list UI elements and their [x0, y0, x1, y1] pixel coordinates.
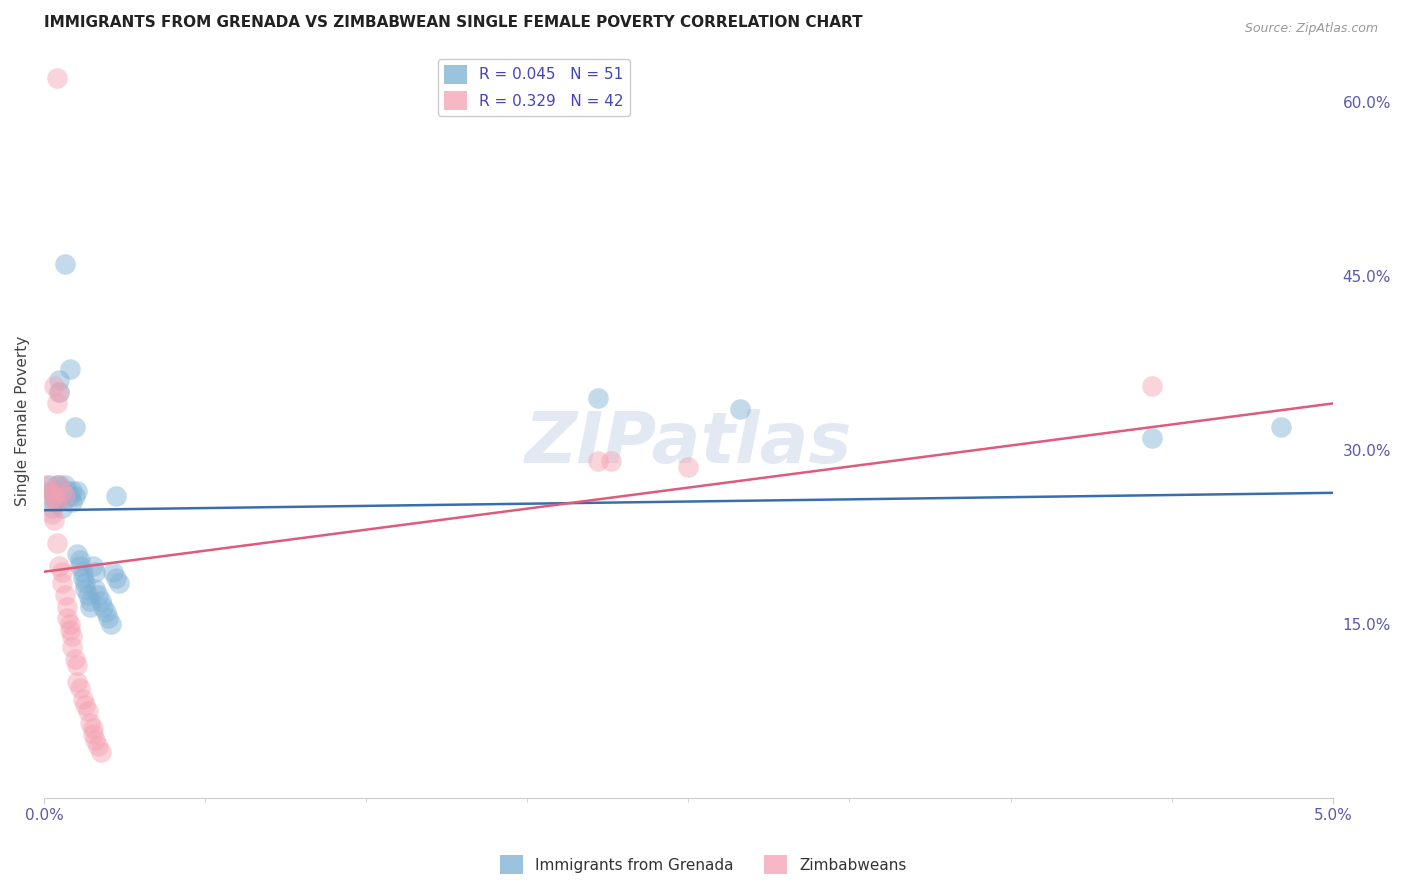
- Point: [600, 454, 623, 468]
- Point: [66, 483, 89, 498]
- Y-axis label: Single Female Poverty: Single Female Poverty: [15, 335, 30, 506]
- Point: [1270, 419, 1292, 434]
- Point: [53, 588, 76, 602]
- Point: [56, 599, 79, 614]
- Point: [76, 588, 98, 602]
- Point: [79, 593, 101, 607]
- Point: [38, 483, 60, 498]
- Point: [60, 640, 83, 655]
- Point: [105, 570, 128, 584]
- Point: [90, 745, 112, 759]
- Point: [63, 419, 86, 434]
- Point: [45, 495, 67, 509]
- Point: [51, 483, 73, 498]
- Point: [44, 379, 66, 393]
- Point: [45, 535, 67, 549]
- Point: [87, 588, 110, 602]
- Point: [84, 582, 107, 596]
- Point: [66, 675, 89, 690]
- Point: [84, 733, 107, 747]
- Point: [56, 489, 79, 503]
- Point: [51, 576, 73, 591]
- Point: [48, 558, 70, 573]
- Point: [56, 483, 79, 498]
- Point: [45, 71, 67, 86]
- Point: [728, 402, 751, 417]
- Point: [45, 477, 67, 491]
- Legend: Immigrants from Grenada, Zimbabweans: Immigrants from Grenada, Zimbabweans: [494, 849, 912, 880]
- Point: [91, 599, 114, 614]
- Point: [90, 593, 112, 607]
- Point: [72, 570, 94, 584]
- Point: [41, 500, 63, 515]
- Point: [678, 460, 700, 475]
- Point: [586, 454, 609, 468]
- Point: [41, 489, 63, 503]
- Point: [105, 489, 128, 503]
- Point: [53, 489, 76, 503]
- Point: [94, 606, 117, 620]
- Point: [45, 396, 67, 410]
- Point: [69, 558, 91, 573]
- Point: [59, 361, 82, 376]
- Point: [56, 611, 79, 625]
- Point: [59, 623, 82, 637]
- Point: [63, 489, 86, 503]
- Point: [53, 477, 76, 491]
- Point: [48, 384, 70, 399]
- Point: [44, 489, 66, 503]
- Point: [48, 373, 70, 387]
- Point: [38, 477, 60, 491]
- Point: [100, 617, 122, 632]
- Point: [59, 617, 82, 632]
- Point: [44, 495, 66, 509]
- Point: [60, 495, 83, 509]
- Point: [79, 715, 101, 730]
- Point: [51, 489, 73, 503]
- Point: [97, 611, 120, 625]
- Point: [60, 483, 83, 498]
- Text: IMMIGRANTS FROM GRENADA VS ZIMBABWEAN SINGLE FEMALE POVERTY CORRELATION CHART: IMMIGRANTS FROM GRENADA VS ZIMBABWEAN SI…: [44, 15, 862, 30]
- Point: [75, 582, 97, 596]
- Point: [48, 384, 70, 399]
- Point: [75, 698, 97, 713]
- Point: [66, 657, 89, 672]
- Point: [79, 599, 101, 614]
- Point: [66, 547, 89, 561]
- Point: [69, 553, 91, 567]
- Point: [75, 576, 97, 591]
- Point: [586, 391, 609, 405]
- Point: [51, 483, 73, 498]
- Point: [76, 704, 98, 718]
- Point: [82, 722, 104, 736]
- Point: [48, 477, 70, 491]
- Text: ZIPatlas: ZIPatlas: [524, 409, 852, 478]
- Point: [51, 565, 73, 579]
- Point: [103, 565, 125, 579]
- Point: [72, 692, 94, 706]
- Point: [87, 739, 110, 753]
- Point: [45, 495, 67, 509]
- Point: [44, 512, 66, 526]
- Text: Source: ZipAtlas.com: Source: ZipAtlas.com: [1244, 22, 1378, 36]
- Point: [51, 500, 73, 515]
- Point: [82, 727, 104, 741]
- Point: [1142, 379, 1164, 393]
- Point: [59, 489, 82, 503]
- Point: [72, 565, 94, 579]
- Point: [1142, 431, 1164, 445]
- Point: [48, 477, 70, 491]
- Point: [107, 576, 129, 591]
- Point: [44, 489, 66, 503]
- Point: [41, 507, 63, 521]
- Point: [35, 477, 58, 491]
- Point: [63, 652, 86, 666]
- Legend: R = 0.045   N = 51, R = 0.329   N = 42: R = 0.045 N = 51, R = 0.329 N = 42: [437, 59, 630, 116]
- Point: [69, 681, 91, 695]
- Point: [53, 257, 76, 271]
- Point: [82, 558, 104, 573]
- Point: [41, 483, 63, 498]
- Point: [84, 565, 107, 579]
- Point: [60, 629, 83, 643]
